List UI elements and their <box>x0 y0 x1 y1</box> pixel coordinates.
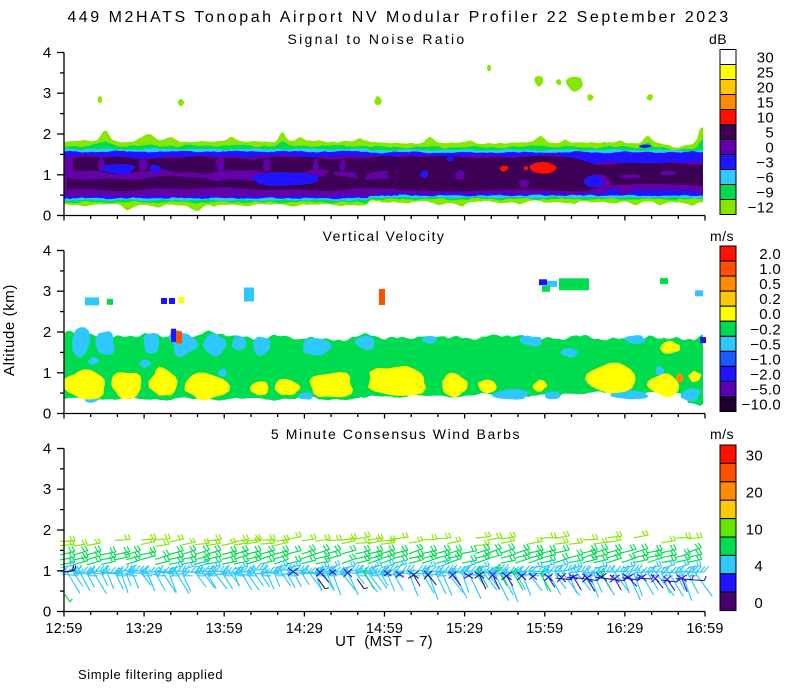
svg-text:−1.0: −1.0 <box>750 351 781 368</box>
svg-text:2: 2 <box>43 324 51 341</box>
svg-text:14:29: 14:29 <box>286 621 323 637</box>
svg-text:12:59: 12:59 <box>45 621 82 637</box>
svg-text:Vertical Velocity: Vertical Velocity <box>323 228 446 244</box>
svg-text:0: 0 <box>765 140 774 157</box>
svg-text:15:29: 15:29 <box>446 621 483 637</box>
svg-text:2: 2 <box>43 126 51 143</box>
svg-text:1: 1 <box>43 167 51 184</box>
svg-text:Altitude (km): Altitude (km) <box>1 284 18 376</box>
svg-text:25: 25 <box>757 65 774 82</box>
svg-text:−5.0: −5.0 <box>750 382 781 399</box>
svg-text:−6: −6 <box>756 170 774 187</box>
svg-text:dB: dB <box>709 31 727 47</box>
svg-text:16:59: 16:59 <box>686 621 723 637</box>
svg-text:2.0: 2.0 <box>759 246 781 263</box>
svg-text:1: 1 <box>43 563 51 580</box>
svg-text:1: 1 <box>43 365 51 382</box>
svg-text:15: 15 <box>757 95 774 112</box>
svg-text:449 M2HATS Tonopah Airport NV: 449 M2HATS Tonopah Airport NV Modular Pr… <box>67 9 730 26</box>
svg-text:−0.5: −0.5 <box>750 336 781 353</box>
svg-text:−3: −3 <box>756 155 774 172</box>
svg-text:0.5: 0.5 <box>759 276 781 293</box>
svg-text:30: 30 <box>757 50 774 67</box>
svg-text:−0.2: −0.2 <box>750 321 781 338</box>
svg-text:14:59: 14:59 <box>366 621 403 637</box>
svg-text:0: 0 <box>43 208 51 225</box>
svg-text:−2.0: −2.0 <box>750 366 781 383</box>
svg-text:10: 10 <box>757 110 774 127</box>
svg-text:0: 0 <box>43 604 51 621</box>
svg-text:13:59: 13:59 <box>206 621 243 637</box>
svg-text:5 Minute Consensus Wind Barbs: 5 Minute Consensus Wind Barbs <box>271 426 521 442</box>
svg-text:3: 3 <box>43 283 51 300</box>
svg-text:UT (MST − 7): UT (MST − 7) <box>335 633 433 650</box>
svg-text:5: 5 <box>765 125 774 142</box>
svg-text:20: 20 <box>757 80 774 97</box>
svg-text:16:29: 16:29 <box>606 621 643 637</box>
svg-text:4: 4 <box>43 441 51 458</box>
svg-text:−12: −12 <box>748 200 774 217</box>
svg-text:−10.0: −10.0 <box>742 397 781 414</box>
svg-text:m/s: m/s <box>710 426 734 442</box>
svg-text:0: 0 <box>43 406 51 423</box>
svg-text:0.0: 0.0 <box>759 306 781 323</box>
svg-text:10: 10 <box>746 521 763 538</box>
svg-text:4: 4 <box>43 243 51 260</box>
svg-text:1.0: 1.0 <box>759 261 781 278</box>
svg-text:30: 30 <box>746 448 763 465</box>
svg-text:2: 2 <box>43 522 51 539</box>
svg-text:−9: −9 <box>756 185 774 202</box>
svg-text:Simple filtering applied: Simple filtering applied <box>78 667 223 682</box>
svg-text:4: 4 <box>43 45 51 62</box>
svg-text:Signal to Noise Ratio: Signal to Noise Ratio <box>287 31 466 47</box>
svg-text:20: 20 <box>746 485 763 502</box>
svg-text:15:59: 15:59 <box>526 621 563 637</box>
svg-text:0: 0 <box>754 595 763 612</box>
svg-text:3: 3 <box>43 481 51 498</box>
svg-text:0.2: 0.2 <box>759 291 781 308</box>
svg-text:m/s: m/s <box>710 228 734 244</box>
svg-text:4: 4 <box>754 558 763 575</box>
svg-text:3: 3 <box>43 85 51 102</box>
svg-text:13:29: 13:29 <box>125 621 162 637</box>
